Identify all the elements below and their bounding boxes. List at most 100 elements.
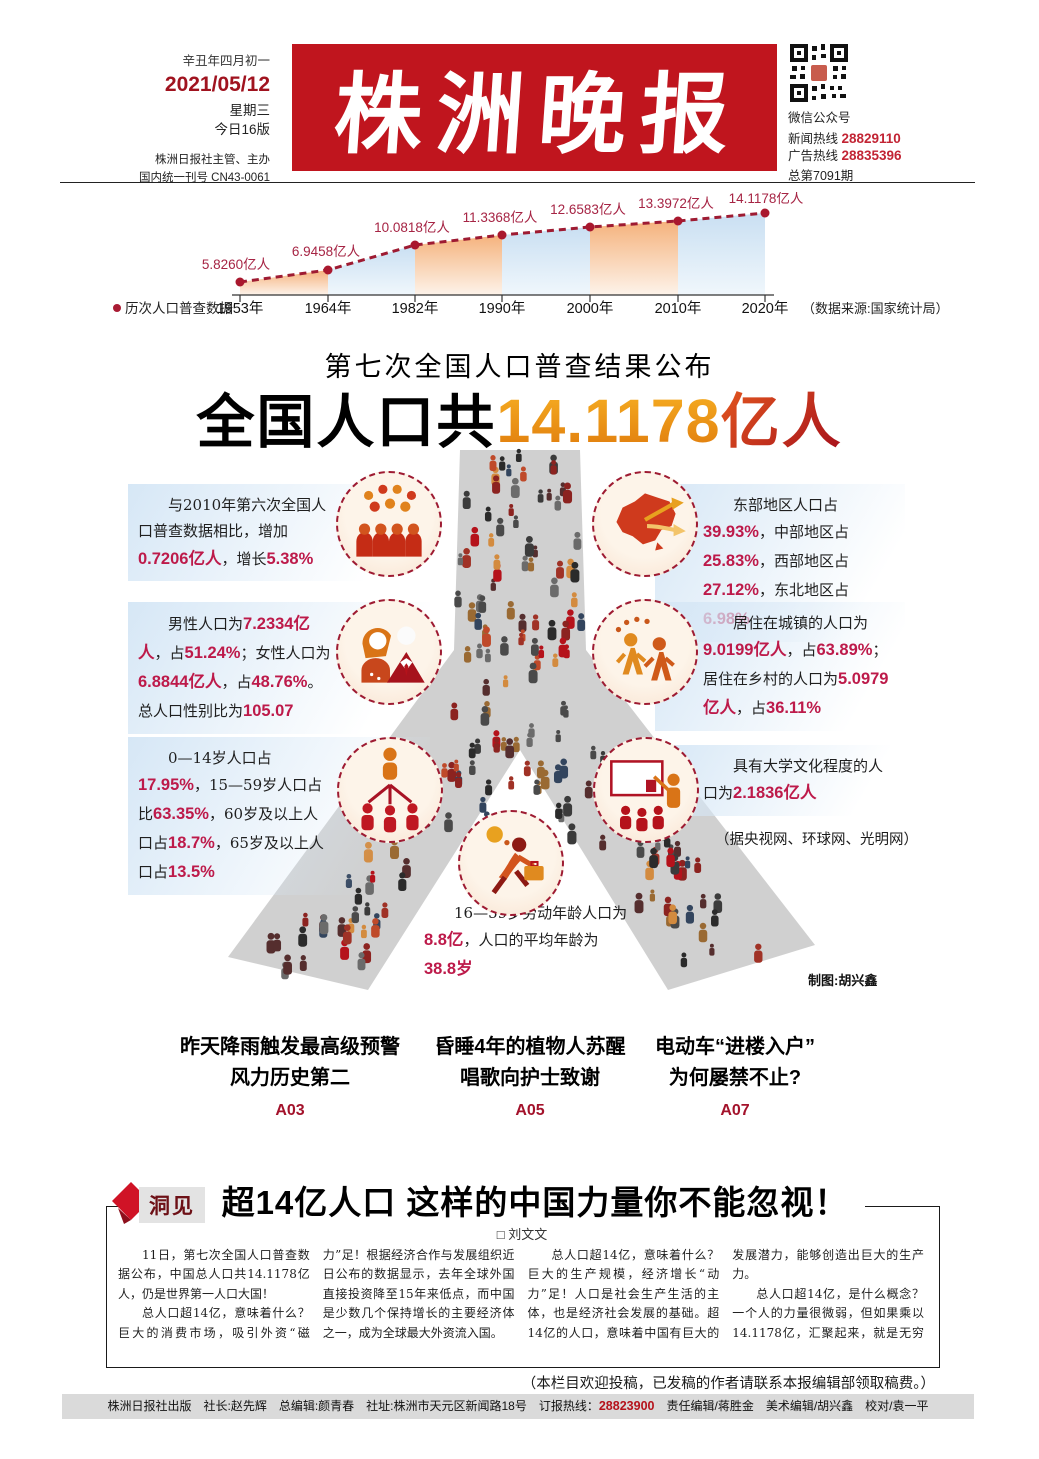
stat-fragment: ，占 bbox=[736, 699, 767, 717]
stat-fragment: 东部地区人口占 bbox=[733, 496, 839, 514]
stat-emphasis: 9.0199亿人 bbox=[703, 641, 787, 660]
stat-emphasis: 28823900 bbox=[598, 1399, 655, 1413]
year-label: 1990年 bbox=[479, 300, 526, 317]
year-label: 1964年 bbox=[305, 300, 352, 317]
stat-fragment: 与2010年第六次全国人口普查数据相比，增加 bbox=[138, 496, 327, 541]
stat-emphasis: 27.12% bbox=[703, 581, 759, 599]
stat-fragment: 。总人口性别比为 bbox=[138, 672, 323, 720]
ad-hotline-number: 28835396 bbox=[841, 148, 902, 164]
value-label: 14.1178亿人 bbox=[729, 192, 804, 206]
teaser-weather: 昨天降雨触发最高级预警 风力历史第二 A03 bbox=[170, 1032, 410, 1124]
stat-emphasis: 36.11% bbox=[766, 699, 822, 717]
stat-emphasis: 0.7206亿人 bbox=[138, 549, 222, 568]
legend-bullet-icon bbox=[113, 304, 121, 312]
year-label: 1982年 bbox=[392, 300, 439, 317]
x-axis-labels: 1953年 1964年 1982年 1990年 2000年 2010年 2020… bbox=[217, 300, 789, 317]
news-hotline-label: 新闻热线 bbox=[788, 131, 839, 146]
stat-emphasis: 39.93% bbox=[703, 523, 759, 542]
teaser-page-ref: A05 bbox=[515, 1102, 545, 1119]
stat-emphasis: 2.1836亿人 bbox=[733, 784, 817, 803]
stat-emphasis: 17.95% bbox=[138, 776, 194, 795]
lunar-date: 辛丑年四月初一 bbox=[182, 54, 270, 68]
stat-block-urban-rural: 居住在城镇的人口为9.0199亿人，占63.89%；居住在乡村的人口为5.097… bbox=[655, 602, 905, 731]
census-population-chart: 5.8260亿人 6.9458亿人 10.0818亿人 11.3368亿人 12… bbox=[60, 191, 990, 317]
masthead-contact: 微信公众号 新闻热线 28829110 广告热线 28835396 总第7091… bbox=[788, 42, 988, 185]
stat-text: 居住在城镇的人口为9.0199亿人，占63.89%；居住在乡村的人口为5.097… bbox=[703, 610, 895, 723]
stat-fragment: 男性人口为 bbox=[168, 615, 244, 633]
stat-fragment: 具有大学文化程度的人口为 bbox=[703, 757, 884, 803]
stat-emphasis: 63.89% bbox=[816, 641, 873, 660]
stat-emphasis: 51.24% bbox=[184, 643, 241, 662]
stat-text: 0—14岁人口占 17.95%，15—59岁人口占比63.35%，60岁及以上人口… bbox=[138, 745, 332, 887]
stat-emphasis: 38.8岁 bbox=[424, 960, 473, 979]
census-chart-canvas: 5.8260亿人 6.9458亿人 10.0818亿人 11.3368亿人 12… bbox=[113, 191, 949, 317]
legend-label: 历次人口普查数据 bbox=[125, 301, 233, 316]
opinion-byline: □ 刘文文 bbox=[496, 1227, 548, 1242]
main-headline: 全国人口共14.1178亿人 bbox=[0, 374, 1039, 459]
stat-emphasis: 5.38% bbox=[266, 549, 314, 568]
publication-date: 2021/05/12 bbox=[164, 73, 270, 97]
stat-fragment: ，中部地区占 bbox=[758, 523, 849, 542]
stat-fragment: ，占 bbox=[221, 672, 252, 691]
year-label: 2010年 bbox=[655, 300, 702, 317]
stat-fragment: ，增长 bbox=[221, 549, 267, 568]
headline-kicker: 第七次全国人口普查结果公布 bbox=[324, 352, 715, 382]
teaser-line1: 昨天降雨触发最高级预警 bbox=[180, 1036, 400, 1058]
education-icon bbox=[593, 737, 699, 843]
stat-emphasis: 63.35% bbox=[153, 805, 209, 824]
organizer-line: 株洲日报社主管、主办 bbox=[155, 153, 270, 166]
opinion-headline: 超14亿人口 这样的中国力量你不能忽视！ bbox=[205, 1176, 865, 1224]
teaser-line2: 唱歌向护士致谢 bbox=[460, 1067, 600, 1089]
stat-fragment: ，15—59岁人口占比 bbox=[138, 776, 323, 824]
teaser-line1: 电动车“进楼入户” bbox=[655, 1036, 815, 1058]
value-label: 10.0818亿人 bbox=[374, 220, 450, 235]
stat-text: 具有大学文化程度的人口为2.1836亿人 bbox=[703, 753, 895, 808]
news-hotline-number: 28829110 bbox=[841, 130, 901, 146]
teaser-line2: 风力历史第二 bbox=[230, 1067, 350, 1089]
stat-emphasis: 5.0979亿人 bbox=[703, 670, 889, 717]
stat-fragment: ，65岁及以上人口占 bbox=[138, 834, 324, 881]
teaser-page-ref: A03 bbox=[275, 1102, 305, 1119]
stat-text: 与2010年第六次全国人口普查数据相比，增加 0.7206亿人，增长5.38% bbox=[138, 492, 332, 573]
value-label: 5.8260亿人 bbox=[202, 257, 271, 272]
value-label: 11.3368亿人 bbox=[463, 210, 538, 225]
family-icon bbox=[337, 737, 443, 843]
masthead-divider bbox=[60, 182, 975, 183]
publication-footer: 株洲日报社出版 社长:赵先辉 总编辑:颜青春 社址:株洲市天元区新闻路18号 订… bbox=[62, 1394, 974, 1419]
ad-hotline: 广告热线 28835396 bbox=[788, 147, 988, 165]
pages-today: 今日16版 bbox=[214, 122, 270, 138]
stat-fragment: 株洲日报社出版 社长:赵先辉 总编辑:颜青春 社址:株洲市天元区新闻路18号 订… bbox=[107, 1399, 599, 1413]
teaser-ebike: 电动车“进楼入户” 为何屡禁不止? A07 bbox=[625, 1032, 845, 1124]
stat-fragment: ，占 bbox=[154, 643, 185, 662]
stat-text: 男性人口为7.2334亿人，占51.24%；女性人口为6.8844亿人，占48.… bbox=[138, 610, 332, 726]
stat-fragment: 居住在城镇的人口为 bbox=[733, 614, 869, 632]
opinion-paragraph: 总人口超14亿，意味着什么？巨大的生产规模，经济增长“动力”足！人口是社会生产生… bbox=[527, 1248, 925, 1340]
opinion-column-label: 洞见 bbox=[139, 1187, 205, 1223]
stat-emphasis: 105.07 bbox=[243, 701, 294, 720]
newspaper-nameplate: 株洲晚报 bbox=[292, 44, 777, 171]
opinion-paragraph: 总人口超14亿，意味着什么？巨大的消费市场，吸引外资“磁力”足！根据经济合作与发… bbox=[118, 1248, 515, 1340]
stat-emphasis: 13.5% bbox=[168, 862, 215, 881]
stat-emphasis: 48.76% bbox=[251, 672, 308, 691]
media-source-note: （据央视网、环球网、光明网） bbox=[715, 832, 918, 848]
submission-note: （本栏目欢迎投稿，已发稿的作者请联系本报编辑部领取稿费。） bbox=[521, 1376, 935, 1392]
headline-population-number: 14.1178 bbox=[496, 387, 721, 455]
stat-fragment: 责任编辑/蒋胜金 美术编辑/胡兴鑫 校对/袁一平 bbox=[654, 1399, 929, 1413]
value-label: 6.9458亿人 bbox=[292, 244, 361, 259]
stat-emphasis: 8.8亿 bbox=[424, 931, 464, 950]
stat-fragment: 0—14岁人口占 bbox=[168, 749, 272, 767]
stat-emphasis: 7.2334亿人 bbox=[138, 615, 310, 662]
stat-fragment: ，东北地区占 bbox=[758, 581, 849, 599]
year-label: 1953年 bbox=[217, 300, 264, 317]
teaser-patient: 昏睡4年的植物人苏醒 唱歌向护士致谢 A05 bbox=[410, 1032, 650, 1124]
stat-fragment: ，西部地区占 bbox=[758, 552, 849, 571]
publication-number: 国内统一刊号 CN43-0061 bbox=[138, 172, 270, 185]
teaser-line1: 昏睡4年的植物人苏醒 bbox=[434, 1036, 626, 1058]
year-label: 2020年 bbox=[742, 300, 789, 317]
value-label: 13.3972亿人 bbox=[638, 196, 714, 211]
opinion-paragraph: 总人口超14亿，是什么概念？一个人的力量很微弱，但如果乘以14.1178亿，汇聚… bbox=[732, 1286, 924, 1340]
issue-number: 总第7091期 bbox=[788, 169, 854, 184]
stat-fragment: ，占 bbox=[786, 641, 817, 660]
stat-fragment: ，人口的平均年龄为 bbox=[463, 931, 599, 950]
